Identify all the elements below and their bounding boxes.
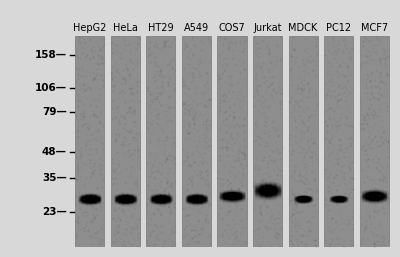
FancyBboxPatch shape — [182, 36, 211, 247]
FancyBboxPatch shape — [253, 36, 282, 247]
Text: 106—: 106— — [35, 83, 67, 93]
Text: A549: A549 — [184, 23, 209, 33]
Text: HepG2: HepG2 — [73, 23, 106, 33]
FancyBboxPatch shape — [111, 36, 140, 247]
Text: 158—: 158— — [35, 50, 67, 60]
Text: 79—: 79— — [42, 107, 67, 117]
Text: HeLa: HeLa — [113, 23, 138, 33]
Text: MCF7: MCF7 — [361, 23, 388, 33]
Text: 48—: 48— — [42, 147, 67, 157]
Text: 23—: 23— — [42, 207, 67, 217]
FancyBboxPatch shape — [360, 36, 389, 247]
FancyBboxPatch shape — [324, 36, 353, 247]
Text: 35—: 35— — [42, 173, 67, 183]
Text: Jurkat: Jurkat — [253, 23, 282, 33]
Text: PC12: PC12 — [326, 23, 351, 33]
Text: COS7: COS7 — [219, 23, 245, 33]
FancyBboxPatch shape — [288, 36, 318, 247]
FancyBboxPatch shape — [75, 36, 104, 247]
Text: MDCK: MDCK — [288, 23, 318, 33]
FancyBboxPatch shape — [218, 36, 246, 247]
Text: HT29: HT29 — [148, 23, 174, 33]
FancyBboxPatch shape — [146, 36, 176, 247]
